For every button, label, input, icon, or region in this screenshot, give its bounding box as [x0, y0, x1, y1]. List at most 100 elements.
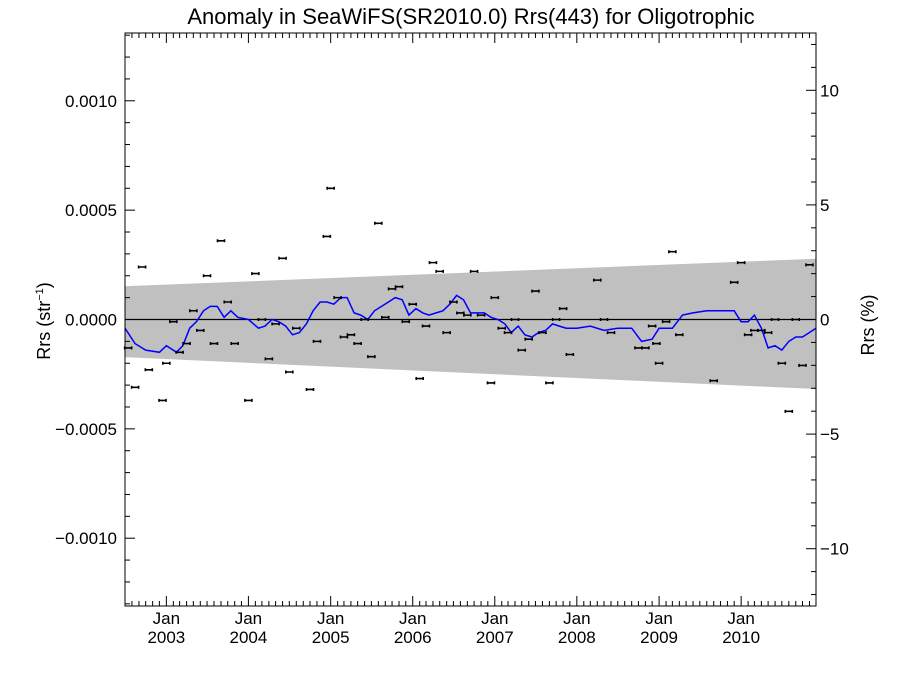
data-point	[675, 333, 684, 337]
data-point	[647, 324, 657, 328]
data-point	[346, 333, 356, 337]
data-point	[333, 296, 342, 300]
data-point	[463, 313, 472, 317]
data-point	[469, 269, 479, 273]
x-tick-month-label: Jan	[727, 609, 754, 628]
uncertainty-band	[125, 258, 816, 390]
left-tick-label: 0.0000	[65, 311, 117, 330]
data-point	[668, 250, 677, 254]
right-tick-label: 0	[820, 311, 829, 330]
data-point	[244, 398, 253, 402]
data-point	[486, 381, 496, 385]
data-point	[641, 346, 650, 350]
data-point	[182, 342, 191, 346]
data-point	[209, 342, 219, 346]
data-point	[175, 350, 184, 354]
data-point	[360, 318, 369, 321]
data-point	[415, 377, 424, 381]
data-point	[490, 296, 500, 300]
data-point	[652, 342, 661, 346]
data-point	[158, 398, 167, 402]
data-point	[524, 337, 534, 341]
x-tick-month-label: Jan	[235, 609, 262, 628]
data-point	[763, 331, 773, 335]
right-tick-label: 5	[820, 196, 829, 215]
data-point	[442, 331, 451, 335]
data-point	[729, 280, 739, 284]
data-point	[322, 234, 332, 238]
left-tick-label: 0.0010	[65, 92, 117, 111]
x-tick-year-label: 2008	[558, 628, 596, 647]
data-point	[251, 272, 260, 276]
x-tick-year-label: 2010	[722, 628, 760, 647]
data-point	[216, 239, 226, 243]
data-point	[230, 342, 239, 346]
data-point	[374, 221, 383, 225]
data-point	[326, 186, 335, 190]
y-axis-label-left: Rrs (str−1)	[34, 282, 54, 360]
data-point	[421, 324, 431, 328]
data-point	[743, 333, 753, 337]
data-point	[144, 368, 154, 372]
data-point	[606, 331, 616, 335]
data-point	[196, 328, 205, 332]
data-point	[805, 263, 814, 267]
x-tick-month-label: Jan	[645, 609, 672, 628]
data-point	[271, 322, 280, 326]
x-tick-year-label: 2009	[640, 628, 678, 647]
y-axis-label-left-sup: −1	[34, 288, 46, 301]
data-point	[517, 348, 527, 352]
data-point	[312, 339, 322, 343]
data-point	[654, 361, 664, 365]
data-point	[264, 357, 274, 361]
data-point	[223, 300, 233, 304]
x-tick-month-label: Jan	[153, 609, 180, 628]
data-point	[497, 326, 507, 330]
data-point	[381, 315, 390, 319]
plot-area: 0.0010 0.0005 0.0000 −0.0005 −0.0010 10 5 0 −5 −1…	[55, 32, 849, 647]
data-point	[435, 269, 445, 273]
y-axis-label-left-close: )	[34, 282, 54, 288]
data-point	[531, 289, 540, 293]
x-tick-month-label: Jan	[481, 609, 508, 628]
data-point	[428, 261, 438, 265]
data-point	[798, 363, 807, 367]
data-point	[367, 355, 376, 359]
data-point	[291, 326, 301, 330]
smoothed-anomaly-line	[124, 294, 817, 354]
data-point	[285, 370, 294, 374]
left-tick-label: −0.0010	[55, 529, 117, 548]
data-point	[408, 302, 418, 306]
left-tick-label: 0.0005	[65, 201, 117, 220]
data-point	[189, 309, 198, 313]
right-tick-label: −10	[820, 540, 849, 559]
data-point	[592, 278, 602, 282]
data-point	[169, 320, 178, 324]
data-point	[401, 320, 411, 324]
right-tick-label: 10	[820, 81, 839, 100]
data-point	[476, 313, 486, 317]
data-point	[305, 387, 315, 391]
data-point	[257, 318, 267, 321]
chart-title: Anomaly in SeaWiFS(SR2010.0) Rrs(443) fo…	[187, 4, 754, 29]
x-tick-year-label: 2005	[312, 628, 350, 647]
right-tick-label: −5	[820, 425, 839, 444]
data-point	[770, 318, 780, 321]
data-point	[278, 256, 287, 260]
left-tick-label: −0.0005	[55, 420, 117, 439]
data-point	[565, 352, 575, 356]
data-point	[449, 300, 458, 304]
data-point	[353, 342, 362, 346]
x-tick-year-label: 2006	[394, 628, 432, 647]
x-tick-year-label: 2004	[229, 628, 267, 647]
data-point	[791, 318, 801, 321]
data-point	[545, 381, 554, 385]
data-point	[538, 331, 547, 335]
data-point	[130, 385, 140, 389]
data-point	[661, 320, 671, 324]
data-point	[394, 285, 404, 289]
data-point	[736, 261, 746, 265]
data-point	[137, 265, 147, 269]
data-point	[777, 361, 787, 365]
